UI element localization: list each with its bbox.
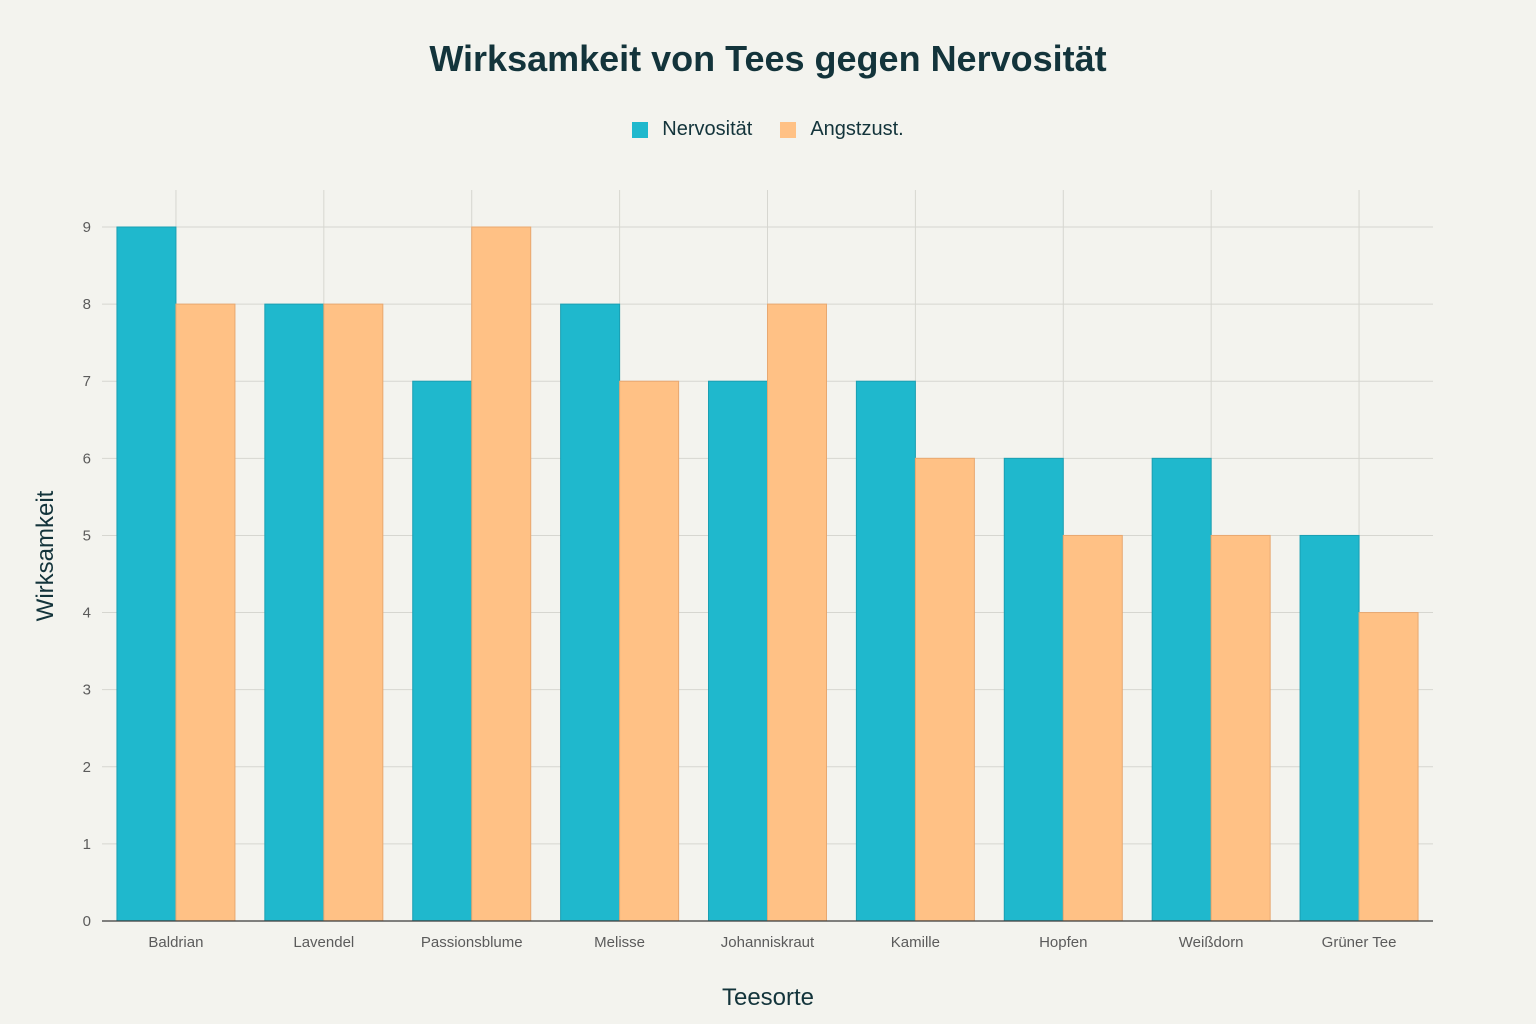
bar-nervositaet-5 [855, 380, 916, 922]
bar-nervositaet-6 [1003, 457, 1064, 922]
bar-nervositaet-4 [708, 380, 768, 922]
bar-angstzust-6 [1062, 534, 1123, 922]
y-tick-label: 0 [83, 913, 91, 930]
x-tick-label: Lavendel [293, 934, 354, 951]
chart-title: Wirksamkeit von Tees gegen Nervosität [429, 38, 1107, 79]
bar-nervositaet-3 [560, 303, 621, 922]
bar-angstzust-7 [1210, 534, 1271, 922]
y-tick-label: 8 [83, 296, 91, 313]
y-tick-label: 1 [83, 836, 91, 853]
legend-label-angstzust: Angstzust. [810, 118, 904, 140]
x-tick-label: Grüner Tee [1322, 934, 1397, 951]
x-tick-label: Baldrian [148, 934, 203, 951]
bar-nervositaet-8 [1299, 534, 1360, 922]
y-tick-label: 4 [83, 605, 91, 622]
x-tick-label: Kamille [891, 934, 940, 951]
y-tick-label: 3 [83, 682, 91, 699]
bar-nervositaet-2 [412, 380, 473, 922]
legend-swatch-nervositaet [632, 121, 649, 138]
legend-swatch-angstzust [780, 121, 797, 138]
y-axis-label: Wirksamkeit [32, 490, 59, 622]
y-tick-label: 9 [83, 219, 91, 236]
legend: Nervosität Angstzust. [0, 118, 1536, 141]
bar-nervositaet-1 [264, 303, 325, 922]
bar-nervositaet-0 [116, 226, 177, 922]
bar-angstzust-5 [914, 457, 975, 922]
x-tick-label: Weißdorn [1179, 934, 1244, 951]
y-tick-label: 7 [83, 373, 91, 390]
y-tick-label: 5 [83, 527, 91, 544]
bar-angstzust-4 [767, 303, 827, 922]
bar-angstzust-0 [175, 303, 236, 922]
bar-angstzust-3 [619, 380, 680, 922]
legend-label-nervositaet: Nervosität [662, 118, 753, 140]
bar-angstzust-1 [323, 303, 384, 922]
bar-angstzust-2 [471, 226, 532, 922]
y-tick-label: 6 [83, 450, 91, 467]
x-tick-label: Johanniskraut [721, 934, 815, 951]
bar-nervositaet-7 [1151, 457, 1212, 922]
x-tick-label: Melisse [594, 934, 645, 951]
x-tick-label: Hopfen [1039, 934, 1087, 951]
legend-item-nervositaet[interactable]: Nervosität [632, 118, 752, 141]
x-tick-label: Passionsblume [421, 934, 523, 951]
y-tick-label: 2 [83, 759, 91, 776]
x-axis-label: Teesorte [721, 984, 815, 1011]
bar-angstzust-8 [1358, 612, 1419, 922]
legend-item-angstzust[interactable]: Angstzust. [780, 118, 904, 141]
